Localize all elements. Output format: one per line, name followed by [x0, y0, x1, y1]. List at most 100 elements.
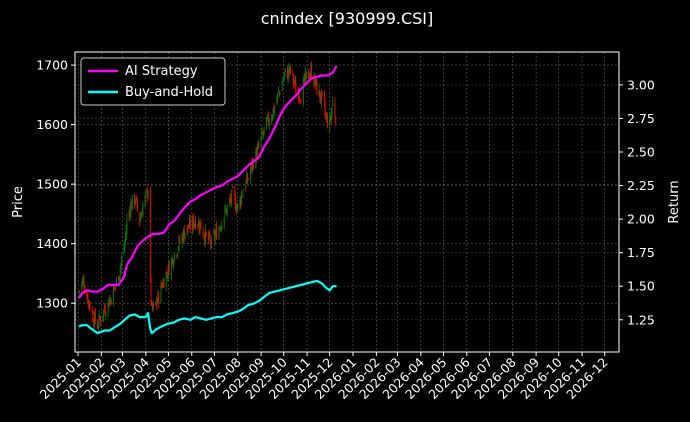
candle-body	[110, 299, 112, 304]
candle-body	[235, 198, 236, 210]
candle-body	[125, 228, 127, 238]
candle-body	[146, 189, 148, 198]
candle-body	[137, 200, 138, 210]
candle-body	[141, 212, 143, 215]
candle-body	[274, 107, 276, 111]
candle-body	[108, 302, 110, 308]
candle-body	[265, 117, 267, 129]
candle-body	[186, 225, 188, 234]
candle-body	[289, 65, 291, 72]
candle-body	[172, 259, 174, 266]
candle-body	[268, 122, 270, 127]
candle-body	[253, 160, 255, 169]
candle-body	[189, 219, 191, 230]
candle-body	[267, 114, 269, 118]
candle-body	[210, 236, 212, 248]
candle-body	[139, 212, 141, 223]
candle-body	[93, 322, 95, 326]
candle-body	[189, 218, 190, 227]
candle-body	[245, 180, 247, 188]
candle-body	[129, 211, 131, 216]
candle-body	[183, 228, 184, 241]
candle-body	[241, 194, 242, 204]
candle-body	[229, 197, 231, 200]
candle-body	[146, 191, 148, 192]
candle-body	[273, 105, 275, 113]
candle-body	[192, 215, 194, 228]
y2-axis-label: Return	[667, 180, 682, 223]
candle-body	[290, 66, 291, 72]
candle-body	[103, 309, 105, 317]
y-axis-label: Price	[11, 186, 26, 218]
candle-body	[100, 319, 102, 323]
candle-body	[314, 77, 316, 86]
candle-body	[113, 286, 115, 289]
candle-body	[314, 74, 316, 85]
candle-body	[223, 217, 225, 227]
candle-body	[195, 219, 197, 229]
candle-body	[152, 304, 154, 310]
candle-body	[119, 268, 121, 277]
candle-body	[82, 279, 83, 286]
y2-tick-label: 2.00	[627, 212, 655, 227]
chart-title: cnindex [930999.CSI]	[261, 9, 434, 28]
candle-body	[98, 314, 100, 325]
y2-tick-label: 1.50	[627, 279, 655, 294]
candle-body	[121, 256, 123, 264]
candle-body	[218, 227, 220, 240]
candle-body	[92, 312, 94, 322]
candle-body	[198, 221, 200, 228]
candle-body	[135, 196, 137, 205]
candle-body	[308, 69, 310, 79]
candle-body	[79, 290, 80, 292]
candle-body	[271, 116, 273, 120]
candle-body	[256, 147, 258, 159]
y2-tick-label: 1.75	[627, 245, 655, 260]
candle-body	[94, 311, 96, 327]
candle-body	[144, 195, 146, 205]
candle-body	[305, 71, 307, 82]
candle-body	[329, 117, 331, 121]
candle-body	[229, 199, 230, 204]
y-axis-right: 1.25 1.50 1.75 2.00 2.25 2.50 2.75 3.00	[619, 77, 655, 327]
candle-body	[147, 190, 149, 199]
candle-body	[128, 210, 130, 218]
candle-body	[313, 77, 315, 85]
candle-body	[173, 262, 175, 267]
candle-body	[302, 80, 304, 106]
candle-body	[167, 275, 169, 277]
candle-body	[272, 108, 274, 119]
candle-body	[205, 231, 207, 235]
candle-body	[140, 214, 142, 219]
candle-body	[209, 234, 211, 240]
candle-body	[107, 300, 109, 313]
candle-body	[293, 75, 294, 84]
candle-body	[193, 224, 195, 228]
candle-body	[183, 229, 185, 239]
candle-body	[330, 112, 332, 123]
candle-body	[213, 231, 215, 240]
y2-tick-label: 3.00	[627, 77, 655, 92]
candle-body	[299, 97, 300, 99]
candle-body	[263, 126, 265, 131]
candle-body	[115, 286, 117, 287]
candle-body	[200, 219, 202, 230]
candle-body	[88, 300, 90, 305]
candle-body	[151, 301, 153, 305]
candle-body	[182, 234, 184, 242]
candle-body	[278, 91, 280, 93]
candle-body	[321, 91, 323, 93]
candle-body	[109, 299, 111, 306]
candle-body	[184, 232, 186, 240]
candle-body	[202, 228, 204, 236]
candle-body	[244, 189, 246, 190]
candle-body	[287, 69, 288, 79]
candle-body	[86, 292, 88, 298]
candle-body	[155, 302, 157, 305]
candle-body	[215, 227, 217, 233]
candle-body	[300, 102, 302, 103]
candle-body	[156, 301, 158, 304]
candle-body	[88, 300, 90, 306]
candle-body	[131, 202, 132, 209]
candle-body	[150, 277, 152, 303]
